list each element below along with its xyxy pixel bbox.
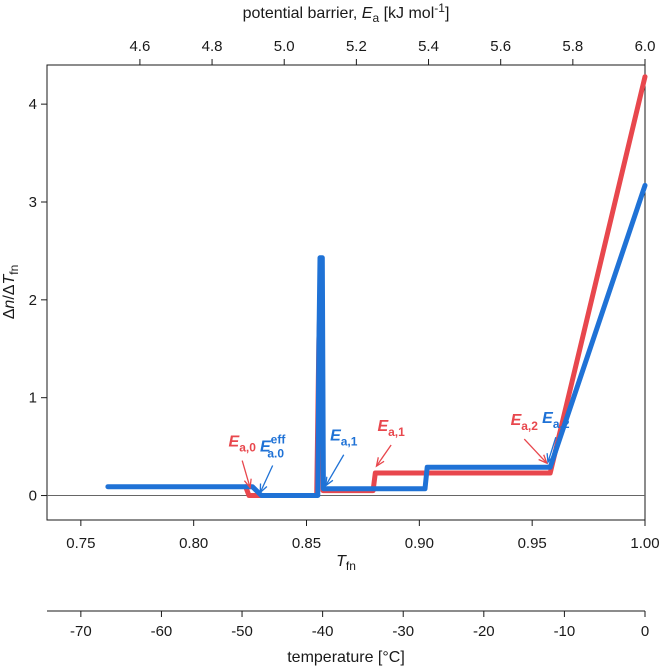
top-tick-label: 5.6 bbox=[490, 38, 511, 55]
top-tick-label: 5.2 bbox=[346, 38, 367, 55]
annotation-arrowhead bbox=[324, 476, 334, 488]
annotation-ea1-blue: Ea,1 bbox=[324, 428, 358, 488]
series-red bbox=[243, 74, 648, 498]
x-tick-label: 1.00 bbox=[630, 535, 659, 552]
top-tick-label: 4.6 bbox=[129, 38, 150, 55]
annotation-label: Ea,2 bbox=[542, 410, 570, 431]
annotation-ea0: Ea,0 bbox=[229, 434, 257, 490]
y-tick-label: 3 bbox=[29, 194, 37, 211]
annotation-arrow bbox=[325, 454, 345, 487]
annotation-label: Ea,1 bbox=[330, 428, 358, 449]
y-axis-ticks: 0 1 2 3 4 bbox=[29, 96, 47, 505]
temp-tick-label: -20 bbox=[473, 623, 495, 640]
top-tick-label: 5.4 bbox=[418, 38, 439, 55]
x-tick-label: 0.90 bbox=[405, 535, 434, 552]
annotation-arrowhead bbox=[259, 483, 268, 495]
series-blue bbox=[105, 182, 648, 498]
temp-tick-label: -10 bbox=[554, 623, 576, 640]
y-tick-label: 4 bbox=[29, 96, 37, 113]
annotation-ea0eff: Eeff a.0 bbox=[259, 433, 286, 495]
y-axis-title: Δn/ΔTfn bbox=[1, 265, 21, 320]
x-tick-label: 0.85 bbox=[292, 535, 321, 552]
y-tick-label: 1 bbox=[29, 390, 37, 407]
annotation-arrow bbox=[259, 465, 274, 493]
annotation-label: Ea,2 bbox=[511, 412, 539, 433]
y-tick-label: 0 bbox=[29, 488, 37, 505]
temp-tick-label: -60 bbox=[151, 623, 173, 640]
annotation-arrow bbox=[547, 436, 557, 463]
temp-tick-label: -50 bbox=[231, 623, 253, 640]
top-axis-title: potential barrier, Ea [kJ mol-1] bbox=[243, 1, 450, 25]
x-tick-label: 0.75 bbox=[66, 535, 95, 552]
annotation-ea2-blue: Ea,2 bbox=[542, 410, 570, 464]
annotation-arrow bbox=[241, 460, 251, 488]
annotation-arrowhead bbox=[546, 453, 555, 464]
annotation-ea1-red: Ea,1 bbox=[375, 418, 405, 468]
temp-tick-label: -70 bbox=[70, 623, 92, 640]
top-tick-label: 4.8 bbox=[202, 38, 223, 55]
temperature-axis-title: temperature [°C] bbox=[287, 649, 405, 666]
x-axis-title: Tfn bbox=[336, 553, 356, 573]
temp-tick-label: -30 bbox=[392, 623, 414, 640]
x-axis-ticks: 0.75 0.80 0.85 0.90 0.95 1.00 bbox=[66, 520, 660, 552]
annotation-label: Eeff a.0 bbox=[260, 433, 286, 461]
temp-tick-label: -40 bbox=[312, 623, 334, 640]
top-tick-label: 5.8 bbox=[562, 38, 583, 55]
top-axis-ticks: 4.6 4.8 5.0 5.2 5.4 5.6 5.8 6.0 bbox=[129, 38, 655, 65]
x-tick-label: 0.95 bbox=[518, 535, 547, 552]
series-group bbox=[105, 74, 648, 498]
annotation-arrowhead bbox=[375, 457, 385, 468]
annotation-arrow bbox=[375, 444, 392, 467]
temp-tick-label: 0 bbox=[641, 623, 649, 640]
annotation-ea2-red: Ea,2 bbox=[511, 412, 548, 465]
plot-frame bbox=[46, 64, 646, 521]
annotation-arrowhead bbox=[243, 478, 252, 490]
top-tick-label: 6.0 bbox=[635, 38, 656, 55]
temperature-axis-ticks: -70 -60 -50 -40 -30 -20 -10 0 bbox=[70, 611, 649, 640]
annotation-arrow bbox=[523, 438, 548, 464]
annotation-arrowhead bbox=[538, 454, 548, 465]
annotations: Ea,0 Eeff a.0 Ea,1 Ea,1 Ea,2 Ea,2 bbox=[229, 410, 570, 495]
annotation-label: Ea,1 bbox=[377, 418, 405, 439]
top-tick-label: 5.0 bbox=[274, 38, 295, 55]
annotation-label: Ea,0 bbox=[229, 434, 257, 455]
y-tick-label: 2 bbox=[29, 292, 37, 309]
x-tick-label: 0.80 bbox=[179, 535, 208, 552]
